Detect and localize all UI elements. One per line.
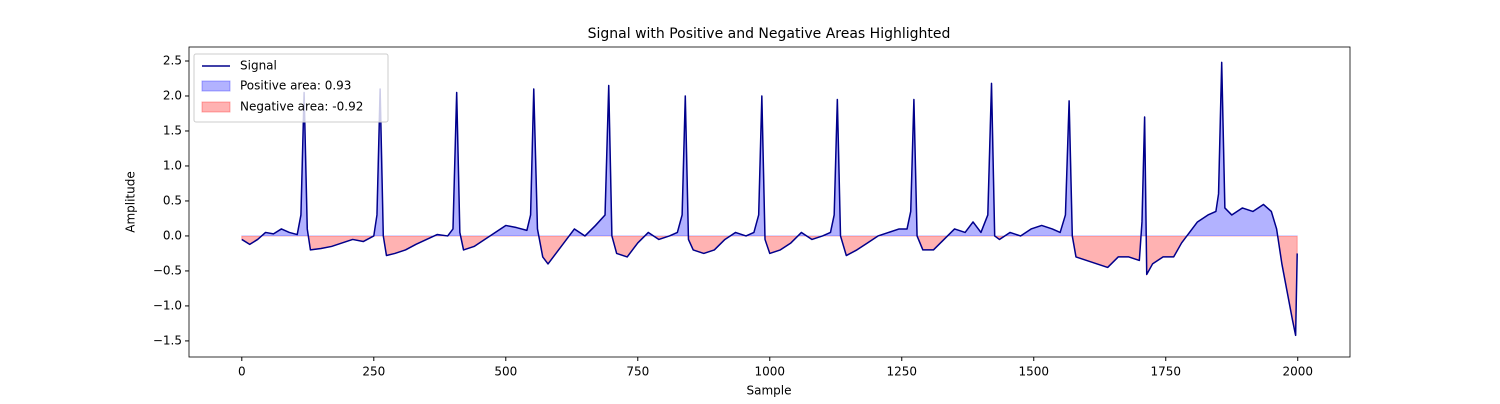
area-negative [241,235,1298,336]
legend-swatch [201,80,231,92]
legend-label: Positive area: 0.93 [240,79,351,93]
x-tick-label: 500 [494,365,517,379]
y-tick-label: 2.0 [163,88,182,102]
x-tick-label: 2000 [1282,365,1313,379]
x-tick-label: 0 [238,365,246,379]
legend-swatch [201,101,231,113]
plot-frame [188,46,1351,358]
area-positive [241,62,1298,236]
y-tick-label: −0.5 [153,263,182,277]
y-tick-label: 1.0 [163,158,182,172]
y-tick-label: −1.5 [153,333,182,347]
x-tick-label: 1250 [886,365,917,379]
legend-box [193,53,389,123]
y-tick-label: 2.5 [163,53,182,67]
signal-line [241,61,1298,337]
x-axis-label: Sample [747,384,792,398]
y-tick-label: 1.5 [163,123,182,137]
x-tick-label: 1000 [754,365,785,379]
y-tick-label: 0.0 [163,228,182,242]
legend-label: Signal [240,59,277,73]
x-tick-label: 750 [626,365,649,379]
y-axis-label: Amplitude [124,171,138,233]
y-tick-label: 0.5 [163,193,182,207]
y-tick-label: −1.0 [153,298,182,312]
x-tick-label: 1750 [1150,365,1181,379]
chart-title: Signal with Positive and Negative Areas … [588,26,951,42]
x-tick-label: 1500 [1018,365,1049,379]
x-tick-label: 250 [362,365,385,379]
legend-label: Negative area: -0.92 [240,100,363,114]
